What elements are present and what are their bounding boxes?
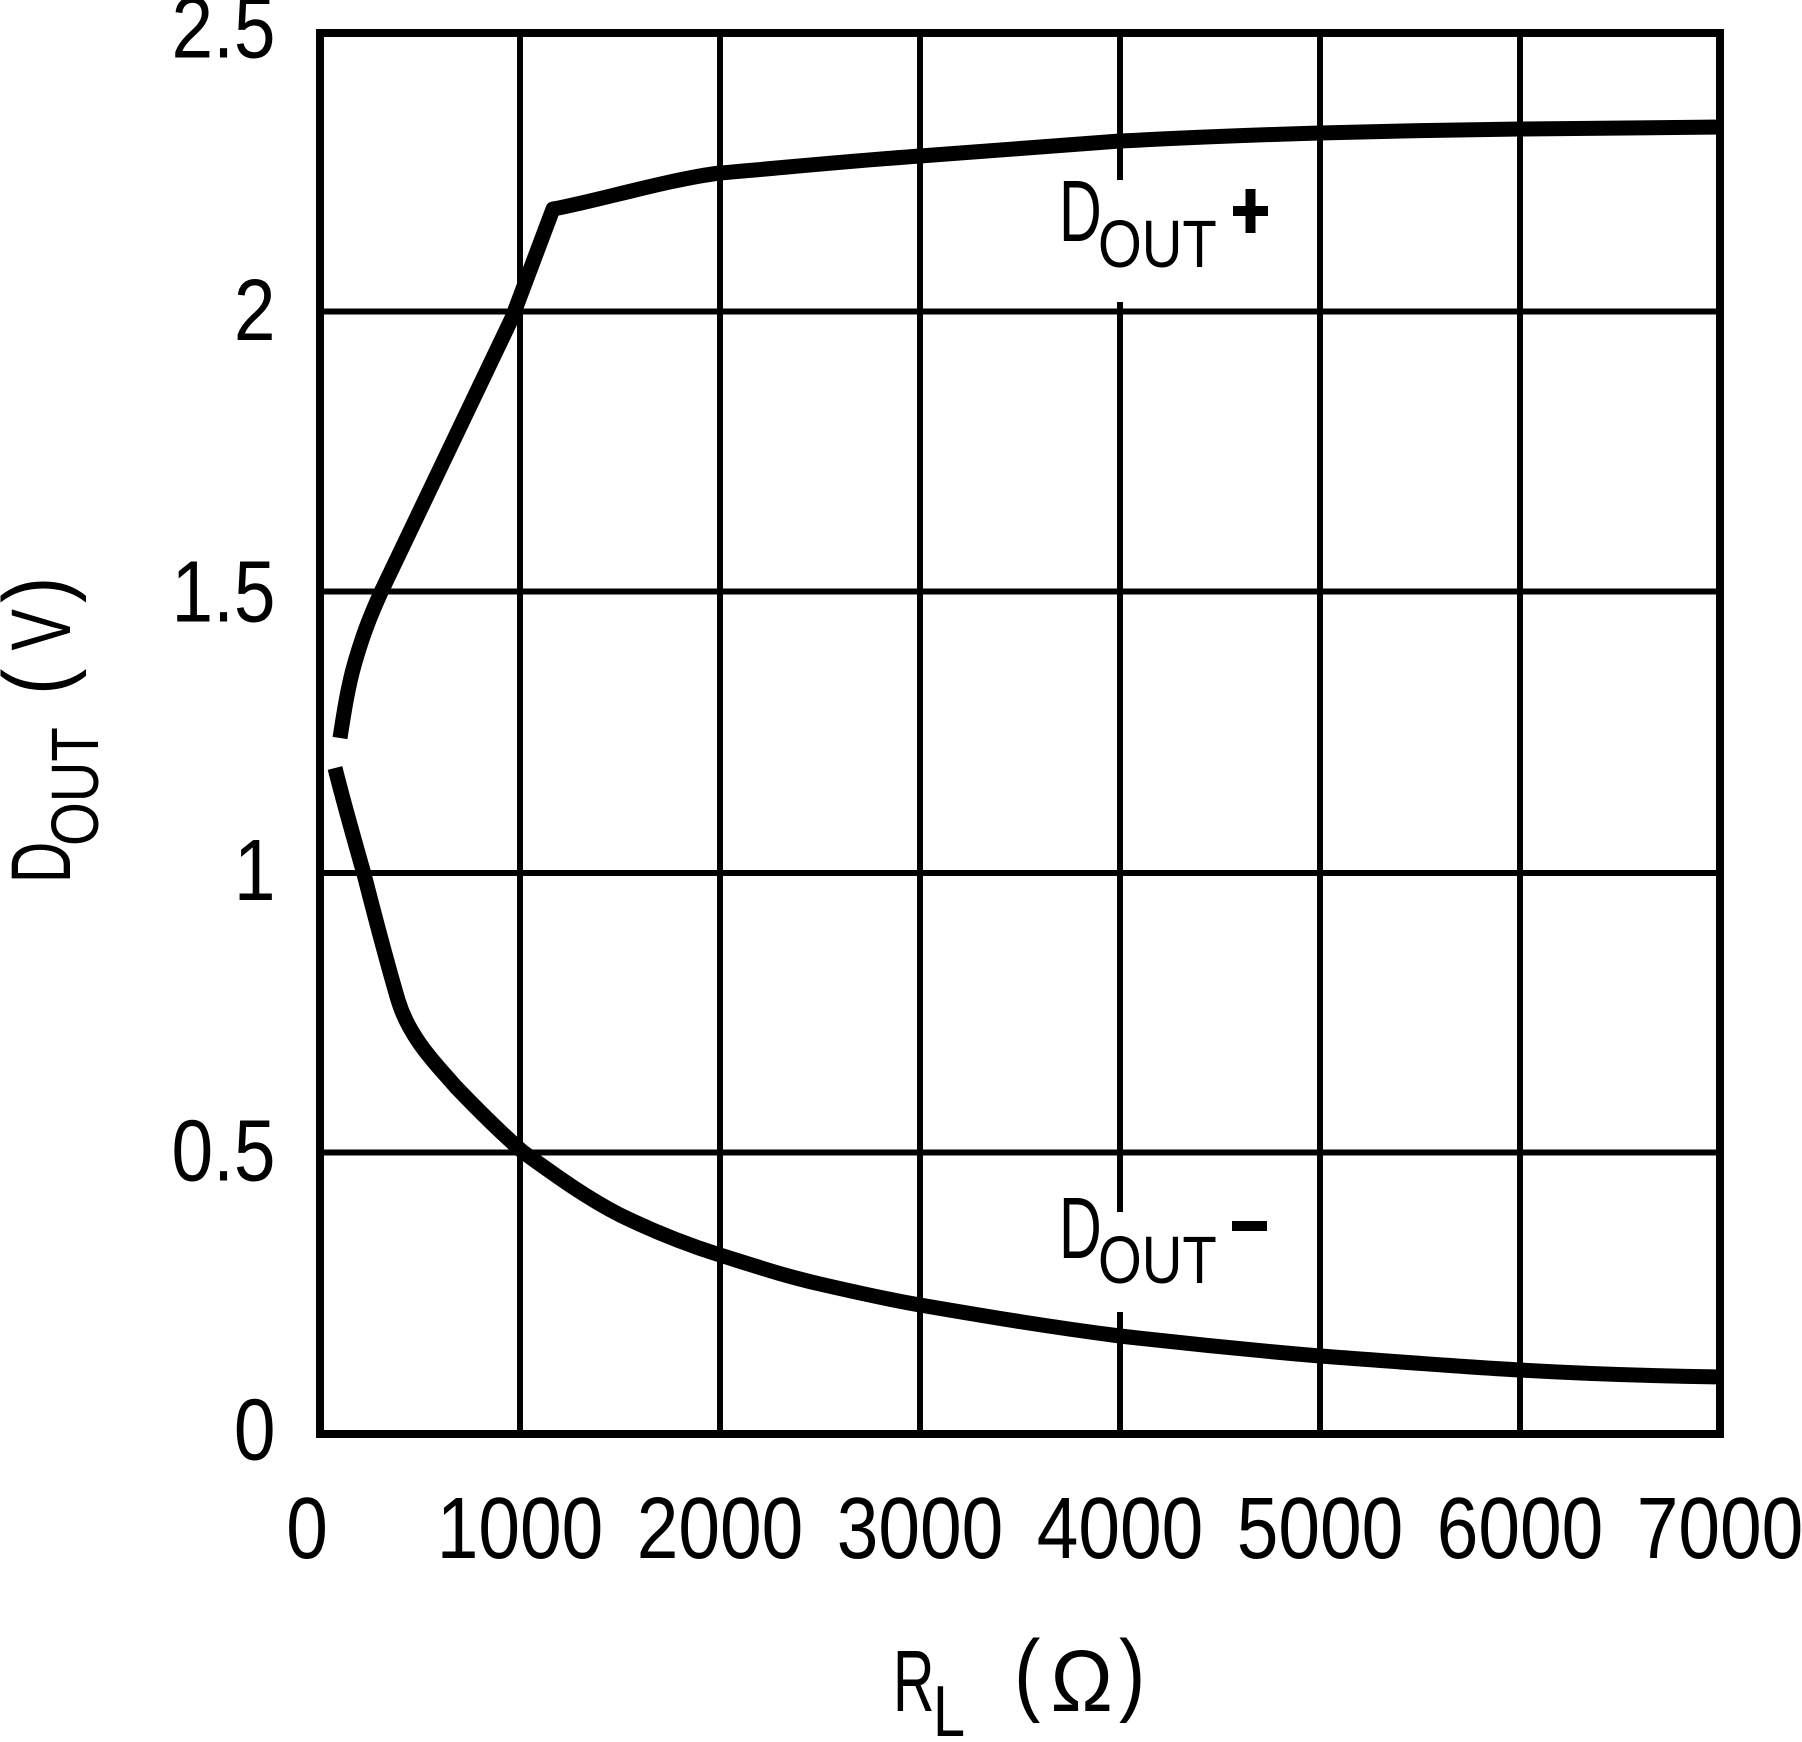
svg-text:Ω: Ω [1051, 1633, 1113, 1730]
svg-text:(: ( [0, 668, 87, 695]
svg-text:0.5: 0.5 [172, 1103, 276, 1200]
svg-text:): ) [1119, 1621, 1145, 1724]
svg-text:1000: 1000 [437, 1481, 603, 1578]
svg-text:7000: 7000 [1637, 1481, 1802, 1578]
svg-text:2: 2 [234, 263, 276, 360]
svg-text:L: L [933, 1671, 965, 1737]
svg-text:): ) [0, 577, 87, 603]
svg-text:R: R [893, 1632, 934, 1730]
svg-text:(: ( [1014, 1621, 1041, 1724]
svg-text:D: D [1059, 1180, 1102, 1277]
svg-text:6000: 6000 [1437, 1481, 1603, 1578]
svg-text:OUT: OUT [1098, 1223, 1217, 1298]
svg-text:0: 0 [286, 1481, 328, 1578]
svg-text:3000: 3000 [837, 1481, 1003, 1578]
svg-text:2.5: 2.5 [172, 0, 276, 77]
svg-text:4000: 4000 [1037, 1481, 1203, 1578]
svg-text:1: 1 [234, 823, 276, 920]
svg-text:OUT: OUT [1098, 207, 1217, 282]
svg-text:OUT: OUT [38, 727, 113, 846]
svg-text:V: V [0, 609, 88, 650]
svg-text:D: D [0, 842, 89, 883]
svg-text:2000: 2000 [637, 1481, 803, 1578]
svg-text:5000: 5000 [1237, 1481, 1403, 1578]
svg-text:D: D [1059, 163, 1102, 260]
svg-text:0: 0 [234, 1382, 276, 1479]
svg-text:1.5: 1.5 [172, 544, 276, 641]
